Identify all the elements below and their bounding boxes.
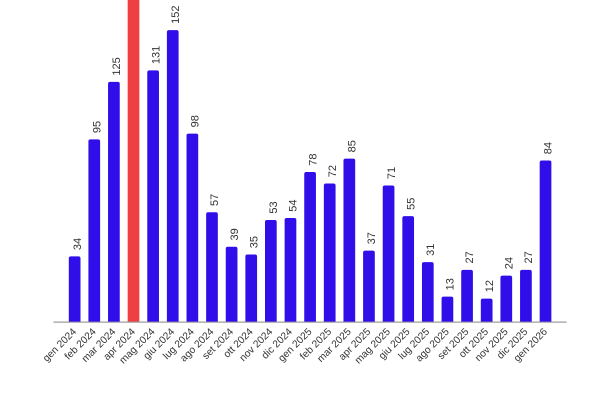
svg-text:13: 13 bbox=[445, 278, 457, 290]
svg-text:27: 27 bbox=[464, 251, 476, 263]
svg-text:84: 84 bbox=[543, 142, 555, 154]
svg-text:78: 78 bbox=[307, 153, 319, 165]
svg-text:95: 95 bbox=[91, 121, 103, 133]
svg-text:131: 131 bbox=[150, 46, 162, 64]
svg-text:85: 85 bbox=[347, 140, 359, 152]
svg-text:53: 53 bbox=[268, 201, 280, 213]
svg-text:54: 54 bbox=[288, 199, 300, 211]
svg-text:34: 34 bbox=[72, 238, 84, 250]
svg-text:31: 31 bbox=[425, 244, 437, 256]
svg-text:152: 152 bbox=[170, 5, 182, 23]
svg-text:12: 12 bbox=[484, 280, 496, 292]
svg-text:72: 72 bbox=[327, 165, 339, 177]
svg-text:37: 37 bbox=[366, 232, 378, 244]
svg-text:39: 39 bbox=[229, 228, 241, 240]
svg-text:24: 24 bbox=[503, 257, 515, 269]
svg-text:55: 55 bbox=[405, 198, 417, 210]
svg-text:57: 57 bbox=[209, 194, 221, 206]
svg-text:71: 71 bbox=[386, 167, 398, 179]
svg-text:35: 35 bbox=[248, 236, 260, 248]
svg-text:98: 98 bbox=[190, 115, 202, 127]
svg-text:27: 27 bbox=[523, 251, 535, 263]
svg-text:125: 125 bbox=[111, 57, 123, 75]
